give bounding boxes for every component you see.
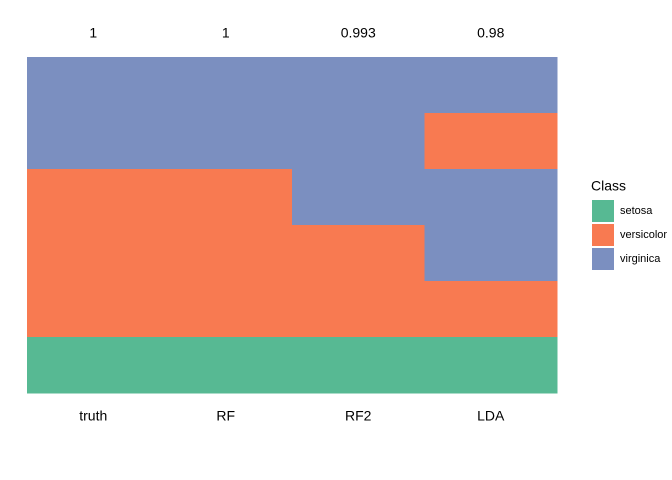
legend-swatch [592, 248, 614, 270]
legend-label: versicolor [620, 229, 667, 241]
tile [292, 225, 425, 282]
tile [424, 57, 558, 114]
tile [27, 281, 160, 338]
tile [27, 225, 160, 282]
x-tick-label: RF2 [345, 408, 372, 424]
accuracy-label: 1 [89, 25, 97, 41]
accuracy-label: 0.98 [477, 25, 504, 41]
legend-swatch [592, 200, 614, 222]
tile [292, 113, 425, 170]
tile [159, 113, 293, 170]
tile [27, 57, 160, 114]
tile [159, 281, 293, 338]
x-tick-label: truth [79, 408, 107, 424]
x-tick-label: LDA [477, 408, 505, 424]
tile [424, 225, 558, 282]
accuracy-label: 0.993 [341, 25, 376, 41]
tile [27, 169, 160, 226]
accuracy-label: 1 [222, 25, 230, 41]
tile [424, 113, 558, 170]
tile [424, 169, 558, 226]
legend-title: Class [591, 178, 626, 194]
x-tick-label: RF [216, 408, 235, 424]
tile [159, 57, 293, 114]
tile [27, 113, 160, 170]
tile [27, 337, 160, 394]
legend-swatch [592, 224, 614, 246]
tile [424, 281, 558, 338]
tile [292, 169, 425, 226]
legend-label: virginica [620, 253, 661, 265]
tile [159, 337, 293, 394]
tile [292, 281, 425, 338]
tile [292, 337, 425, 394]
tile [292, 57, 425, 114]
tile [159, 169, 293, 226]
tile [424, 337, 558, 394]
tile [159, 225, 293, 282]
legend-label: setosa [620, 205, 653, 217]
